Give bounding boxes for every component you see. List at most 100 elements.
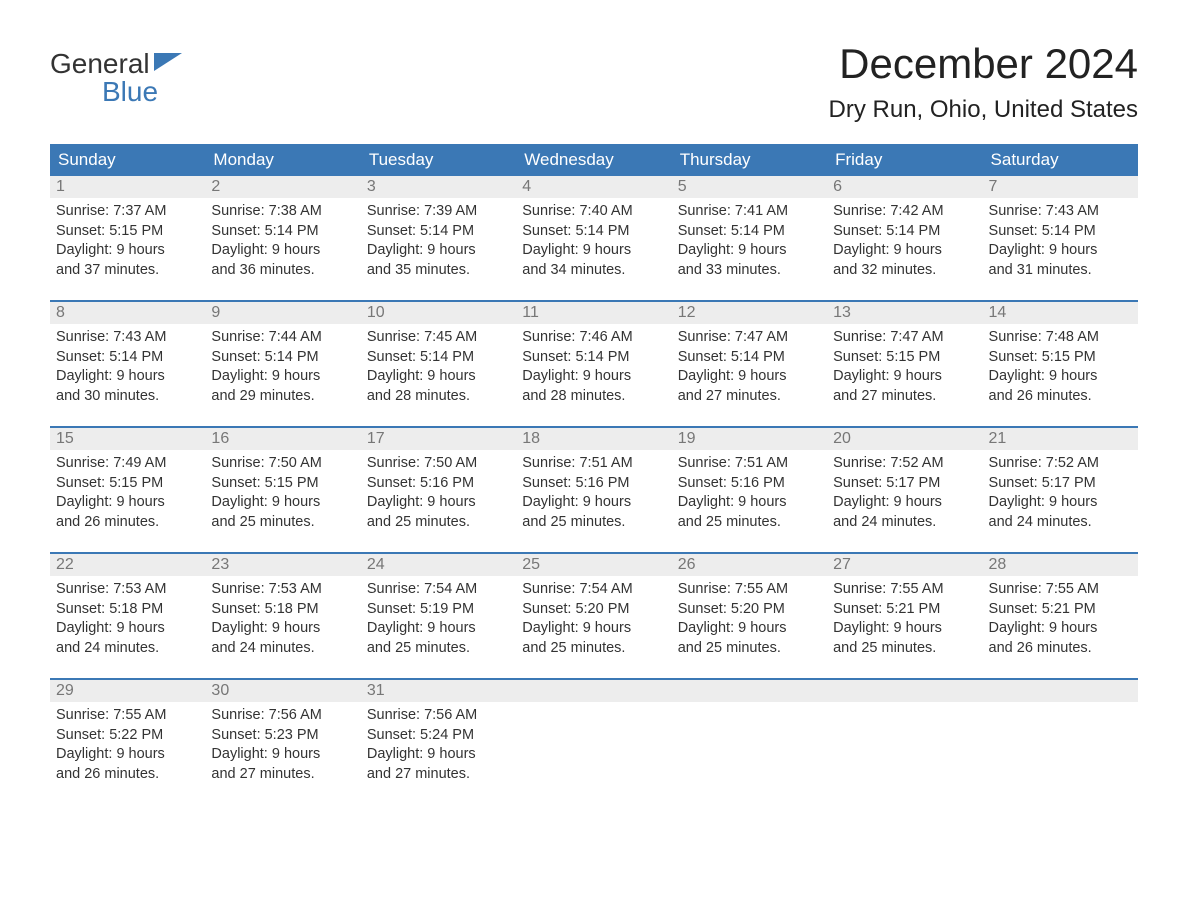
sunset-line: Sunset: 5:24 PM bbox=[367, 726, 510, 746]
day-body: Sunrise: 7:56 AMSunset: 5:23 PMDaylight:… bbox=[205, 702, 360, 788]
day-body: Sunrise: 7:38 AMSunset: 5:14 PMDaylight:… bbox=[205, 198, 360, 284]
daylight-line-1: Daylight: 9 hours bbox=[989, 241, 1132, 261]
day-cell: 4Sunrise: 7:40 AMSunset: 5:14 PMDaylight… bbox=[516, 176, 671, 286]
daylight-line-1: Daylight: 9 hours bbox=[833, 493, 976, 513]
day-cell: 6Sunrise: 7:42 AMSunset: 5:14 PMDaylight… bbox=[827, 176, 982, 286]
day-body: Sunrise: 7:46 AMSunset: 5:14 PMDaylight:… bbox=[516, 324, 671, 410]
sunrise-line: Sunrise: 7:51 AM bbox=[522, 454, 665, 474]
day-number: 8 bbox=[50, 302, 205, 324]
daylight-line-2: and 26 minutes. bbox=[989, 639, 1132, 659]
sunset-line: Sunset: 5:14 PM bbox=[367, 348, 510, 368]
day-number: 2 bbox=[205, 176, 360, 198]
sunrise-line: Sunrise: 7:54 AM bbox=[522, 580, 665, 600]
sunrise-line: Sunrise: 7:47 AM bbox=[833, 328, 976, 348]
day-number: 18 bbox=[516, 428, 671, 450]
sunset-line: Sunset: 5:21 PM bbox=[833, 600, 976, 620]
day-number: 4 bbox=[516, 176, 671, 198]
day-body: Sunrise: 7:55 AMSunset: 5:20 PMDaylight:… bbox=[672, 576, 827, 662]
day-number: 6 bbox=[827, 176, 982, 198]
day-number-empty bbox=[672, 680, 827, 702]
daylight-line-1: Daylight: 9 hours bbox=[678, 241, 821, 261]
day-number: 22 bbox=[50, 554, 205, 576]
day-number: 17 bbox=[361, 428, 516, 450]
sunset-line: Sunset: 5:14 PM bbox=[833, 222, 976, 242]
sunrise-line: Sunrise: 7:39 AM bbox=[367, 202, 510, 222]
daylight-line-2: and 25 minutes. bbox=[678, 639, 821, 659]
daylight-line-1: Daylight: 9 hours bbox=[367, 493, 510, 513]
day-cell bbox=[672, 680, 827, 790]
sunset-line: Sunset: 5:19 PM bbox=[367, 600, 510, 620]
daylight-line-2: and 26 minutes. bbox=[56, 765, 199, 785]
sunrise-line: Sunrise: 7:45 AM bbox=[367, 328, 510, 348]
daylight-line-2: and 27 minutes. bbox=[211, 765, 354, 785]
day-cell: 5Sunrise: 7:41 AMSunset: 5:14 PMDaylight… bbox=[672, 176, 827, 286]
day-cell: 24Sunrise: 7:54 AMSunset: 5:19 PMDayligh… bbox=[361, 554, 516, 664]
sunrise-line: Sunrise: 7:52 AM bbox=[989, 454, 1132, 474]
day-cell: 23Sunrise: 7:53 AMSunset: 5:18 PMDayligh… bbox=[205, 554, 360, 664]
day-cell: 13Sunrise: 7:47 AMSunset: 5:15 PMDayligh… bbox=[827, 302, 982, 412]
sunrise-line: Sunrise: 7:55 AM bbox=[678, 580, 821, 600]
day-body: Sunrise: 7:50 AMSunset: 5:16 PMDaylight:… bbox=[361, 450, 516, 536]
sunset-line: Sunset: 5:16 PM bbox=[678, 474, 821, 494]
daylight-line-1: Daylight: 9 hours bbox=[522, 241, 665, 261]
daylight-line-1: Daylight: 9 hours bbox=[833, 241, 976, 261]
daylight-line-2: and 35 minutes. bbox=[367, 261, 510, 281]
day-cell: 18Sunrise: 7:51 AMSunset: 5:16 PMDayligh… bbox=[516, 428, 671, 538]
day-cell: 21Sunrise: 7:52 AMSunset: 5:17 PMDayligh… bbox=[983, 428, 1138, 538]
day-body: Sunrise: 7:50 AMSunset: 5:15 PMDaylight:… bbox=[205, 450, 360, 536]
day-body: Sunrise: 7:47 AMSunset: 5:15 PMDaylight:… bbox=[827, 324, 982, 410]
header: General Blue December 2024 Dry Run, Ohio… bbox=[50, 40, 1138, 124]
day-body: Sunrise: 7:54 AMSunset: 5:20 PMDaylight:… bbox=[516, 576, 671, 662]
sunrise-line: Sunrise: 7:38 AM bbox=[211, 202, 354, 222]
day-cell: 7Sunrise: 7:43 AMSunset: 5:14 PMDaylight… bbox=[983, 176, 1138, 286]
day-cell: 8Sunrise: 7:43 AMSunset: 5:14 PMDaylight… bbox=[50, 302, 205, 412]
sunset-line: Sunset: 5:15 PM bbox=[56, 222, 199, 242]
day-cell: 16Sunrise: 7:50 AMSunset: 5:15 PMDayligh… bbox=[205, 428, 360, 538]
daylight-line-2: and 36 minutes. bbox=[211, 261, 354, 281]
day-number: 26 bbox=[672, 554, 827, 576]
daylight-line-1: Daylight: 9 hours bbox=[522, 493, 665, 513]
sunrise-line: Sunrise: 7:50 AM bbox=[211, 454, 354, 474]
location-text: Dry Run, Ohio, United States bbox=[829, 96, 1138, 124]
day-body: Sunrise: 7:51 AMSunset: 5:16 PMDaylight:… bbox=[516, 450, 671, 536]
flag-icon bbox=[154, 50, 182, 78]
sunset-line: Sunset: 5:15 PM bbox=[56, 474, 199, 494]
daylight-line-1: Daylight: 9 hours bbox=[56, 367, 199, 387]
day-number: 25 bbox=[516, 554, 671, 576]
day-number: 27 bbox=[827, 554, 982, 576]
daylight-line-2: and 28 minutes. bbox=[522, 387, 665, 407]
sunrise-line: Sunrise: 7:44 AM bbox=[211, 328, 354, 348]
day-cell: 26Sunrise: 7:55 AMSunset: 5:20 PMDayligh… bbox=[672, 554, 827, 664]
sunrise-line: Sunrise: 7:40 AM bbox=[522, 202, 665, 222]
sunset-line: Sunset: 5:15 PM bbox=[833, 348, 976, 368]
title-block: December 2024 Dry Run, Ohio, United Stat… bbox=[829, 40, 1138, 124]
day-body: Sunrise: 7:47 AMSunset: 5:14 PMDaylight:… bbox=[672, 324, 827, 410]
sunset-line: Sunset: 5:18 PM bbox=[211, 600, 354, 620]
weekday-header: Friday bbox=[827, 144, 982, 176]
day-body: Sunrise: 7:51 AMSunset: 5:16 PMDaylight:… bbox=[672, 450, 827, 536]
daylight-line-2: and 29 minutes. bbox=[211, 387, 354, 407]
daylight-line-2: and 25 minutes. bbox=[522, 639, 665, 659]
sunset-line: Sunset: 5:15 PM bbox=[989, 348, 1132, 368]
daylight-line-1: Daylight: 9 hours bbox=[56, 241, 199, 261]
daylight-line-1: Daylight: 9 hours bbox=[678, 493, 821, 513]
daylight-line-1: Daylight: 9 hours bbox=[989, 619, 1132, 639]
day-body: Sunrise: 7:52 AMSunset: 5:17 PMDaylight:… bbox=[983, 450, 1138, 536]
daylight-line-2: and 27 minutes. bbox=[833, 387, 976, 407]
sunset-line: Sunset: 5:21 PM bbox=[989, 600, 1132, 620]
weekday-header: Saturday bbox=[983, 144, 1138, 176]
day-body: Sunrise: 7:49 AMSunset: 5:15 PMDaylight:… bbox=[50, 450, 205, 536]
week-row: 8Sunrise: 7:43 AMSunset: 5:14 PMDaylight… bbox=[50, 300, 1138, 412]
daylight-line-1: Daylight: 9 hours bbox=[211, 745, 354, 765]
daylight-line-1: Daylight: 9 hours bbox=[56, 745, 199, 765]
day-number: 23 bbox=[205, 554, 360, 576]
daylight-line-2: and 25 minutes. bbox=[678, 513, 821, 533]
daylight-line-2: and 30 minutes. bbox=[56, 387, 199, 407]
sunrise-line: Sunrise: 7:52 AM bbox=[833, 454, 976, 474]
daylight-line-1: Daylight: 9 hours bbox=[367, 241, 510, 261]
day-body: Sunrise: 7:52 AMSunset: 5:17 PMDaylight:… bbox=[827, 450, 982, 536]
day-number: 10 bbox=[361, 302, 516, 324]
daylight-line-1: Daylight: 9 hours bbox=[367, 619, 510, 639]
sunrise-line: Sunrise: 7:43 AM bbox=[989, 202, 1132, 222]
day-body: Sunrise: 7:54 AMSunset: 5:19 PMDaylight:… bbox=[361, 576, 516, 662]
